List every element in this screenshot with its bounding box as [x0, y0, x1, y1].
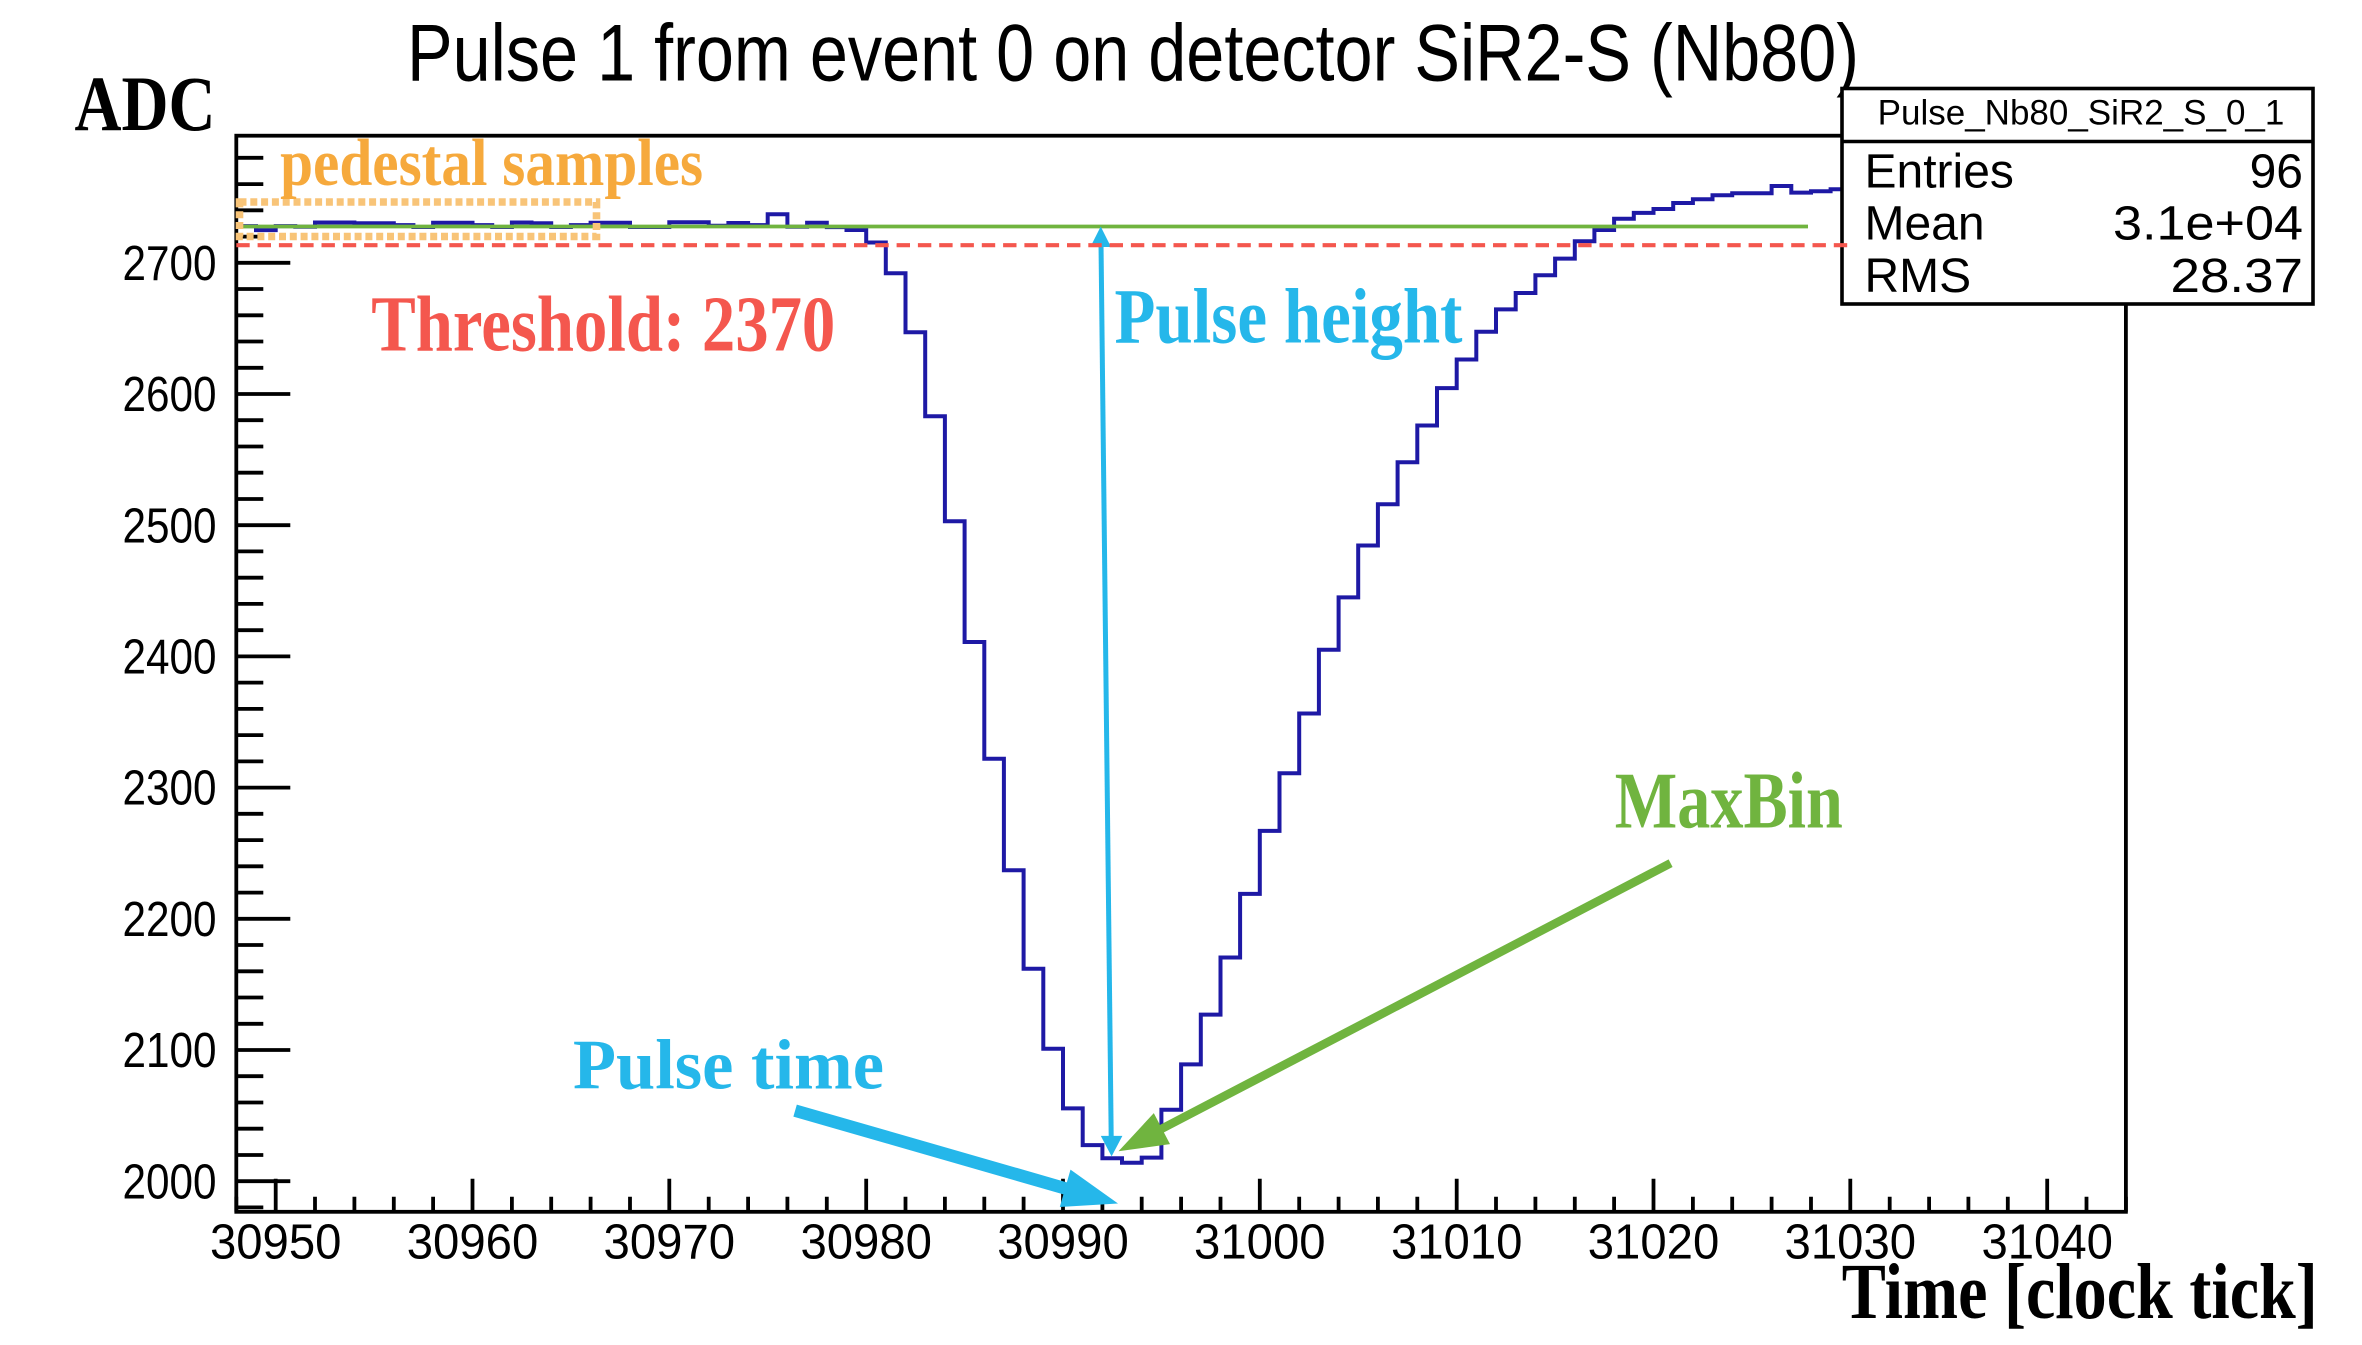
svg-text:3.1e+04: 3.1e+04 [2113, 197, 2303, 250]
svg-text:2200: 2200 [123, 893, 217, 947]
svg-text:2500: 2500 [123, 499, 217, 553]
svg-text:2300: 2300 [123, 762, 217, 816]
svg-text:31020: 31020 [1588, 1215, 1720, 1269]
svg-text:Pulse 1 from event 0 on detect: Pulse 1 from event 0 on detector SiR2-S … [407, 8, 1859, 98]
svg-text:pedestal samples: pedestal samples [280, 126, 703, 200]
svg-text:96: 96 [2250, 146, 2303, 199]
svg-text:Pulse height: Pulse height [1115, 273, 1463, 360]
svg-text:2000: 2000 [123, 1155, 217, 1209]
svg-text:2600: 2600 [123, 368, 217, 422]
svg-text:Mean: Mean [1865, 197, 1985, 250]
svg-text:MaxBin: MaxBin [1615, 758, 1843, 846]
svg-text:2100: 2100 [123, 1024, 217, 1078]
svg-text:ADC: ADC [75, 61, 216, 148]
svg-text:Time [clock tick]: Time [clock tick] [1842, 1248, 2318, 1336]
svg-text:31000: 31000 [1194, 1215, 1326, 1269]
svg-text:RMS: RMS [1865, 250, 1972, 303]
svg-text:31010: 31010 [1391, 1215, 1523, 1269]
svg-text:30950: 30950 [210, 1215, 342, 1269]
svg-text:Pulse time: Pulse time [573, 1027, 884, 1105]
svg-text:31030: 31030 [1785, 1215, 1917, 1269]
svg-text:28.37: 28.37 [2171, 250, 2304, 303]
svg-text:30990: 30990 [997, 1215, 1129, 1269]
svg-text:Pulse_Nb80_SiR2_S_0_1: Pulse_Nb80_SiR2_S_0_1 [1878, 94, 2285, 133]
svg-text:30980: 30980 [800, 1215, 932, 1269]
svg-text:30970: 30970 [604, 1215, 736, 1269]
svg-text:2400: 2400 [123, 631, 217, 685]
svg-text:Entries: Entries [1865, 146, 2014, 199]
svg-text:31040: 31040 [1981, 1215, 2113, 1269]
svg-text:Threshold: 2370: Threshold: 2370 [371, 281, 835, 369]
svg-text:30960: 30960 [407, 1215, 539, 1269]
svg-text:2700: 2700 [123, 237, 217, 291]
